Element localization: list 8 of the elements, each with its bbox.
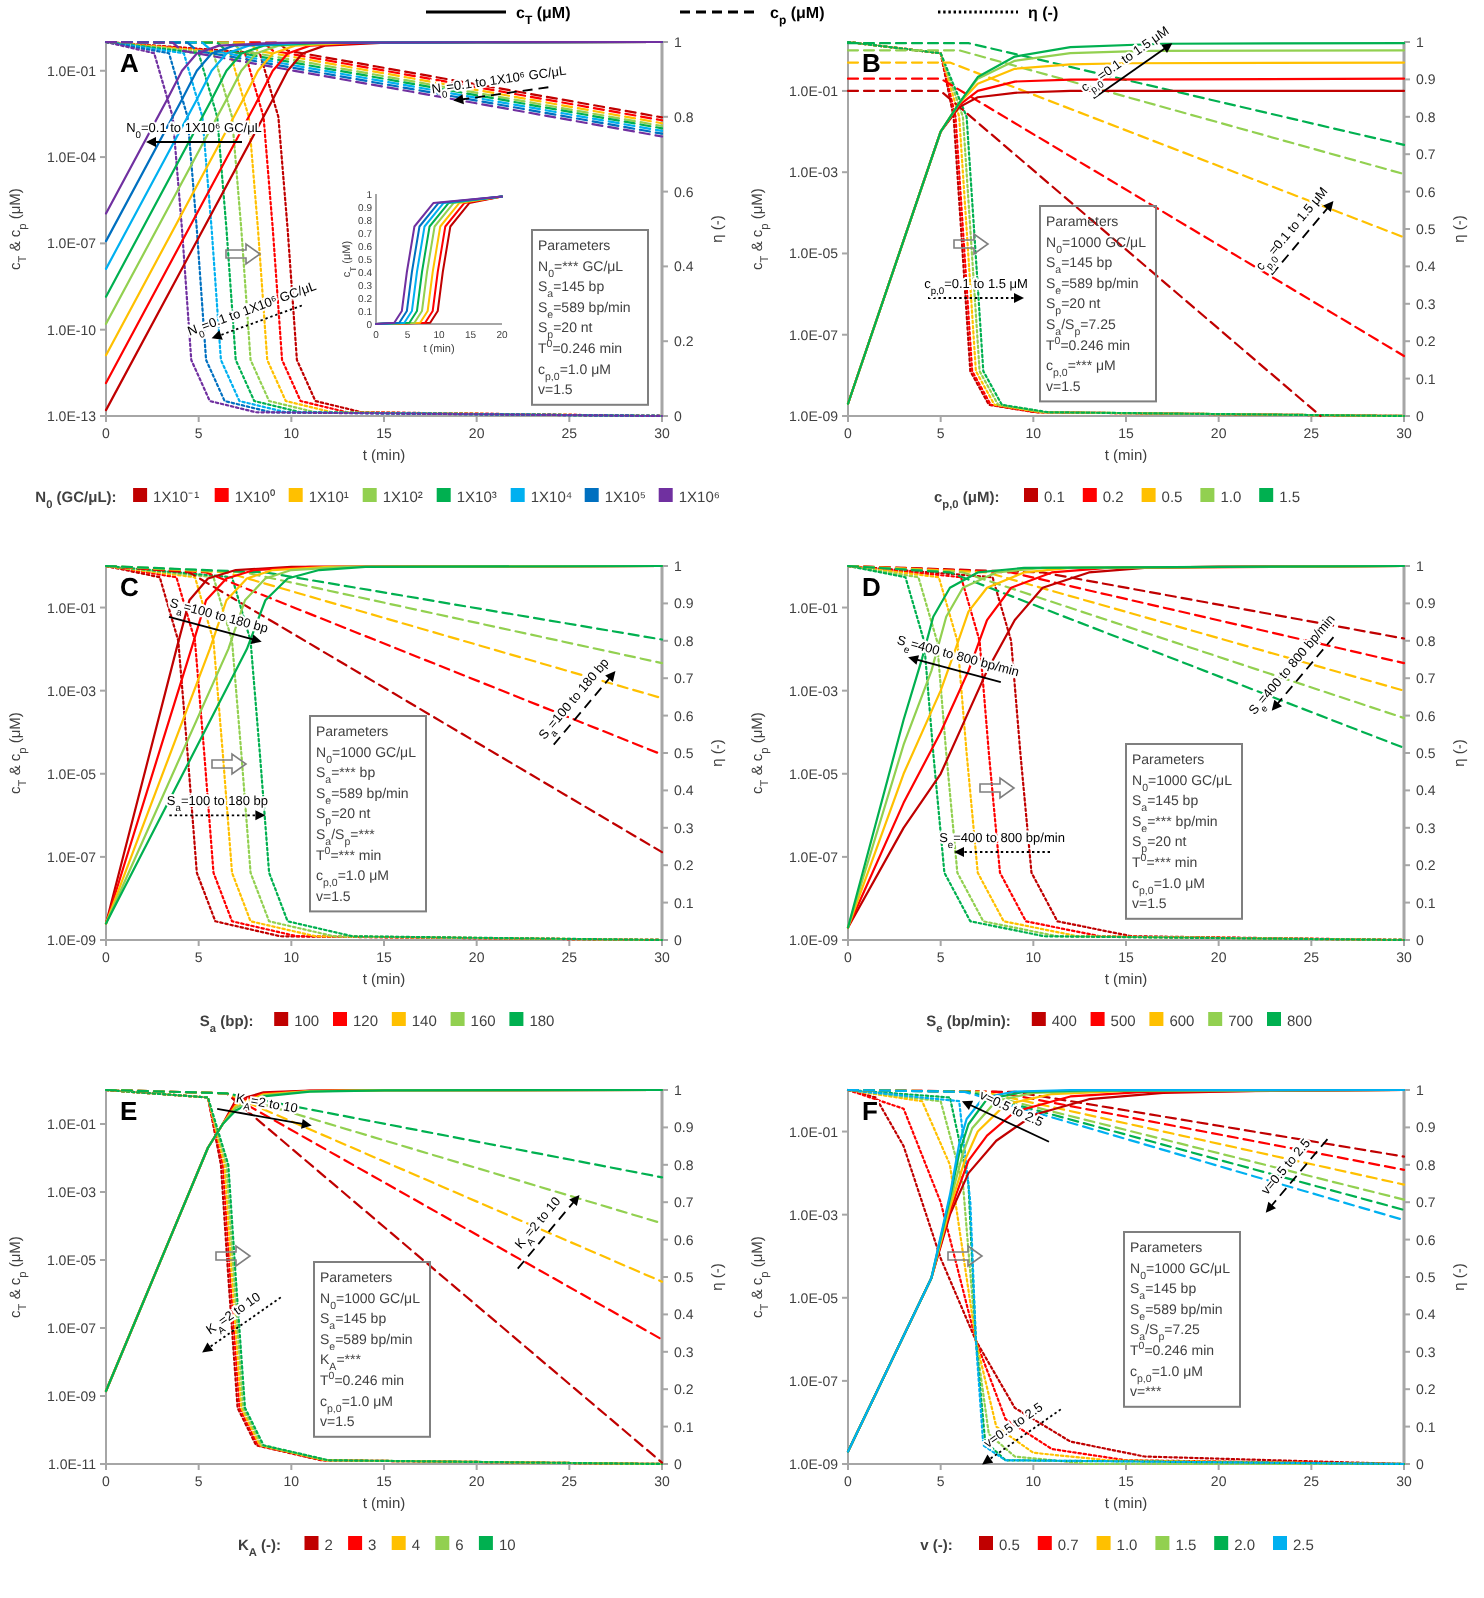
chart-title: D — [862, 572, 881, 602]
chart-title: E — [120, 1096, 138, 1126]
text: c$_{p}$ (μM) — [770, 4, 826, 28]
text: η (-) — [1028, 4, 1059, 22]
chart-title: C — [120, 572, 140, 602]
text: c$_{T}$ (μM) — [516, 4, 572, 28]
chart-title: A — [120, 48, 140, 78]
chart-title: F — [862, 1096, 878, 1126]
